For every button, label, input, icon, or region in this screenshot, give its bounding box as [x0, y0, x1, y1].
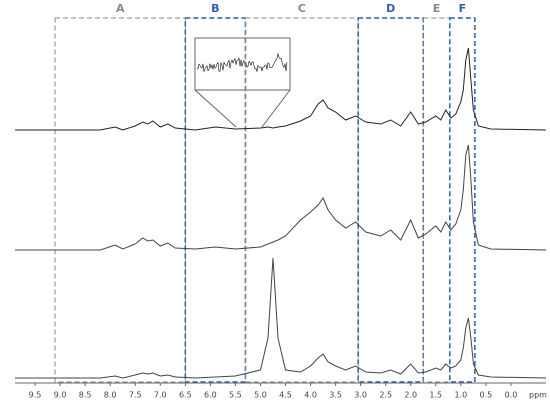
x-tick-label: 3.5	[329, 391, 342, 400]
x-tick-label: 7.5	[129, 391, 142, 400]
x-tick-label: 0.0	[505, 391, 518, 400]
x-tick-label: 5.0	[254, 391, 267, 400]
x-tick-label: 0.5	[480, 391, 493, 400]
region-label: E	[433, 2, 441, 15]
region-box	[54, 17, 186, 383]
x-tick-label: 1.5	[429, 391, 442, 400]
x-tick-label: 1.0	[454, 391, 467, 400]
x-tick-label: 4.5	[279, 391, 292, 400]
region-label: F	[459, 2, 467, 15]
spectrum-trace	[15, 257, 547, 379]
x-tick-label: 9.0	[54, 391, 67, 400]
region-box	[357, 17, 425, 383]
spectrum-trace	[15, 144, 547, 251]
x-tick-label: 9.5	[29, 391, 42, 400]
spectrum-trace	[15, 47, 547, 131]
x-tick-label: 8.5	[79, 391, 92, 400]
inset-connector	[261, 89, 291, 128]
x-tick-label: 6.5	[179, 391, 192, 400]
x-tick-label: 3.0	[354, 391, 367, 400]
x-axis-label: ppm	[529, 391, 547, 400]
zoom-inset	[194, 37, 291, 128]
inset-trace	[196, 53, 288, 72]
region-box	[422, 17, 451, 383]
region-label: A	[116, 2, 125, 15]
x-tick-label: 6.0	[204, 391, 217, 400]
inset-connector	[194, 89, 237, 128]
x-tick-label: 4.0	[304, 391, 317, 400]
region-label: B	[211, 2, 219, 15]
region-box	[244, 17, 359, 383]
x-tick-label: 2.0	[404, 391, 417, 400]
region-label: D	[386, 2, 395, 15]
x-tick-label: 7.0	[154, 391, 167, 400]
x-tick-label: 2.5	[379, 391, 392, 400]
region-box	[449, 17, 476, 383]
x-tick-label: 8.0	[104, 391, 117, 400]
region-label: C	[298, 2, 306, 15]
x-tick-label: 5.5	[229, 391, 242, 400]
